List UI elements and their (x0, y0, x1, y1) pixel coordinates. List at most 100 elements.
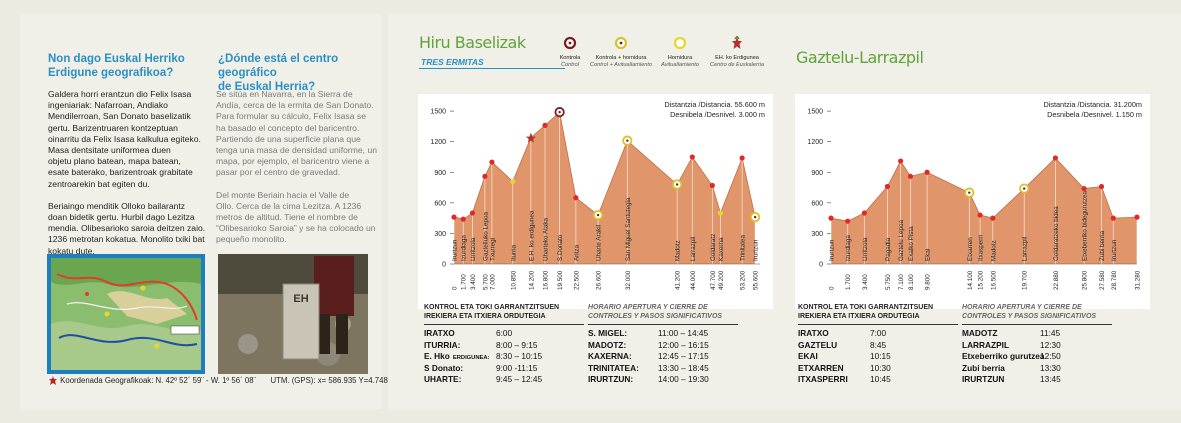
route1-chart: 0 300 600 900 1200 1500 Irurtzun 0 Izurdiaga 1.70… (418, 94, 773, 309)
route1-climb: Desnibela /Desnivel. 3.000 m (670, 109, 765, 119)
route1-title-rule (419, 68, 565, 69)
row-place: ETXARREN (798, 363, 870, 375)
legend-label: Hornidura (667, 55, 693, 61)
row-time: 12:50 (1040, 351, 1061, 362)
table-row: S. MIGEL: 11:00 – 14:45 (588, 328, 709, 340)
row-place: IRATXO (424, 328, 496, 340)
col1-text: Galdera horri erantzun dio Felix Isasa i… (48, 89, 218, 257)
y-tick-label: 600 (434, 200, 446, 207)
distance-label: 47.700 (710, 270, 717, 290)
place-label: Urritzola (862, 237, 869, 261)
route1-chart-info: Distantzia /Distancia. 55.600 m Desnibel… (664, 100, 765, 119)
distance-label: 32.000 (625, 270, 632, 290)
distance-label: 5.700 (482, 274, 489, 290)
row-place-name: KAXERNA: (588, 351, 632, 362)
table-row: LARRAZPIL 12:30 (962, 340, 1061, 352)
row-time: 7:00 (870, 328, 887, 338)
row-time: 13:45 (1040, 374, 1061, 385)
legend-item-control-refreshment: Kontrola + hornidura Control + Avituallam… (582, 36, 660, 68)
info-panel: Non dago Euskal Herriko Erdigune geograf… (20, 14, 403, 409)
table-row: E. Hko ERDIGUNEA: 8:30 – 10:15 (424, 351, 542, 363)
col1-paragraph-2: Beriaingo menditik Olloko bailarantz doa… (48, 201, 218, 257)
row-place: Zubi berria (962, 363, 1040, 375)
coord-geographic: Koordenada Geografikoak: N. 42º 52´ 59¨ … (60, 376, 257, 385)
route2-table-left-rule (798, 324, 958, 325)
text-line: esate baterako, barizentroak grabitate (48, 167, 193, 178)
y-tick-label: 900 (811, 170, 823, 177)
point-marker (489, 159, 495, 165)
route2-table-left-head: KONTROL ETA TOKI GARRANTZITSUEN IREKIERA… (798, 304, 933, 321)
table-head-line: HORARIO APERTURA Y CIERRE DE (588, 304, 708, 311)
place-label: Txurregi (489, 238, 496, 261)
table-row: IRURTZUN: 14:00 – 19:30 (588, 374, 709, 386)
text-line: “Olibesarioko Saroia” y se ha colocado u… (216, 223, 376, 234)
text-line: ingeniariak: Nafarroan, Andiako (48, 100, 168, 111)
point-marker (907, 173, 914, 179)
table-head-line: IREKIERA ETA ITXIERA ORDUTEGIA (424, 312, 546, 320)
route2-table-right-rule (962, 324, 1112, 325)
text-line: Partiendo de una superficie plana que (216, 133, 361, 144)
control-refreshment-dot (1023, 187, 1026, 190)
legend-label: EH. ko Erdigunea (715, 55, 759, 61)
row-place: Etxeberriko gurutzea (962, 351, 1045, 363)
distance-label: 7.000 (489, 274, 496, 290)
table-head-line: CONTROLES Y PASOS SIGNIFICATIVOS (962, 312, 1097, 320)
row-time: 8:30 – 10:15 (496, 351, 543, 362)
place-label: Larrazpil (690, 237, 697, 261)
row-place-name: S Donato: (424, 362, 464, 373)
row-time: 11:45 (1040, 328, 1061, 338)
route2-title: Gaztelu-Larrazpil (796, 48, 924, 67)
distance-label: 15.200 (978, 270, 985, 290)
row-place-name: MADOTZ: (588, 339, 627, 350)
elevation-line (453, 111, 756, 220)
row-time: 9:00 -11:15 (496, 362, 538, 373)
place-label: San Miguel Santutegia (625, 197, 632, 261)
route2-table-right: MADOTZ 11:45 LARRAZPIL 12:30 Etxeberriko gur… (962, 328, 1061, 386)
row-place: IRURTZUN: (588, 374, 658, 386)
control-marker-dot (558, 110, 561, 114)
distance-label: 1.700 (845, 274, 852, 290)
text-line: Beriaingo menditik Olloko bailarantz (48, 200, 186, 211)
table-row: UHARTE: 9:45 – 12:45 (424, 374, 542, 386)
table-head-line: HORARIO APERTURA Y CIERRE DE (962, 304, 1082, 311)
row-place-name: Zubi berria (962, 362, 1005, 373)
place-label: Goldaratzeko bidea (1053, 206, 1060, 261)
place-label: Itxasperri (978, 235, 985, 261)
distance-label: 5.750 (885, 274, 892, 290)
row-place: ITURRIA: (424, 340, 496, 352)
row-place-name: IRATXO (424, 328, 455, 338)
row-place: S Donato: (424, 363, 496, 375)
point-marker (861, 210, 867, 216)
legend-item-control: Kontrola Control (548, 36, 592, 68)
place-label: Goldaratz (710, 234, 717, 261)
monolith-photo-image: EH (218, 254, 368, 374)
point-marker (1081, 185, 1087, 192)
point-marker (573, 195, 579, 201)
route1-chart-svg: 0 300 600 900 1200 1500 Irurtzun 0 Izurdiaga 1.70… (430, 107, 761, 290)
row-place-name: IRATXO (798, 328, 829, 338)
y-tick-label: 900 (434, 170, 446, 177)
place-label: Trinitatea (740, 234, 747, 261)
text-line: pasar por el centro de gravedad. (216, 167, 341, 178)
refreshment-icon (673, 36, 687, 50)
point-marker (689, 154, 695, 160)
text-line: kokatu dute. (48, 245, 95, 256)
route1-table-left-head: KONTROL ETA TOKI GARRANTZITSUEN IREKIERA… (424, 304, 559, 321)
point-marker (1110, 215, 1116, 221)
table-row: ETXARREN 10:30 (798, 363, 891, 375)
route1-table-right-head: HORARIO APERTURA Y CIERRE DE CONTROLES Y… (588, 304, 722, 321)
text-line: Galdera horri erantzun dio Felix Isasa (48, 89, 192, 99)
row-place: TRINITATEA: (588, 363, 658, 375)
text-line: mendia. Olibesarioko saroia deitzen zaio… (48, 223, 206, 234)
place-label: Etxeberriko bidegurutzea (1082, 190, 1089, 261)
route-map-image (47, 254, 205, 374)
route2-table-right-head: HORARIO APERTURA Y CIERRE DE CONTROLES Y… (962, 304, 1096, 321)
row-place: MADOTZ: (588, 340, 658, 352)
legend-label: Kontrola (559, 55, 581, 61)
row-place-name: UHARTE: (424, 374, 462, 385)
distance-label: 28.780 (1111, 270, 1118, 290)
euskal-herria-mark-icon (48, 376, 58, 386)
y-tick-label: 0 (819, 262, 823, 269)
place-label: Madotz (675, 240, 682, 261)
table-head-line: KONTROL ETA TOKI GARRANTZITSUEN (798, 304, 934, 311)
